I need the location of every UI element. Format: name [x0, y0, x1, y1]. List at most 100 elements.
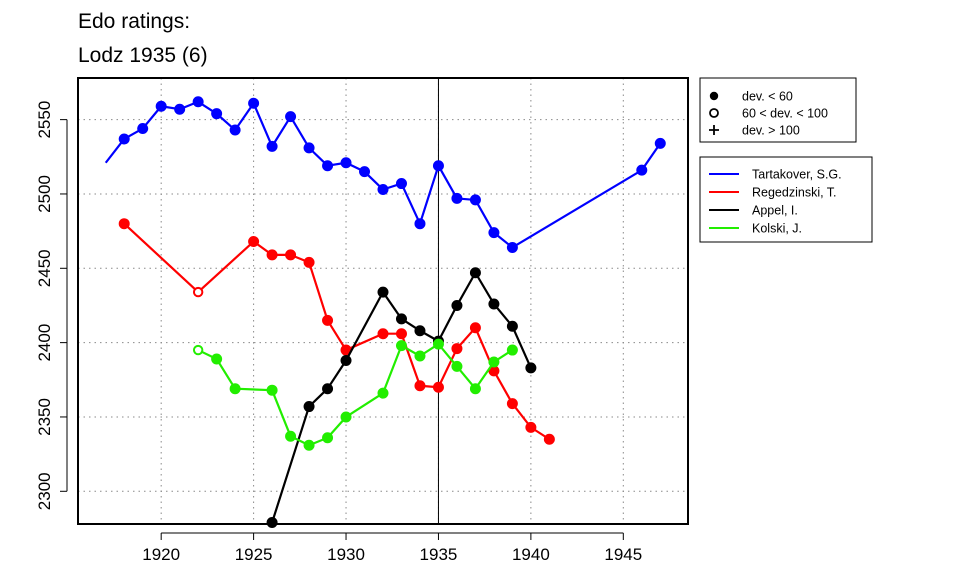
- series-2: [266, 267, 537, 529]
- data-point: [174, 103, 186, 115]
- y-tick-label: 2300: [35, 472, 54, 510]
- y-tick-label: 2500: [35, 175, 54, 213]
- data-point: [525, 421, 537, 433]
- x-tick-label: 1925: [235, 545, 273, 564]
- series-legend-label: Regedzinski, T.: [752, 186, 837, 200]
- data-point: [414, 218, 426, 230]
- data-point: [414, 325, 426, 337]
- data-point: [192, 286, 204, 298]
- data-point: [377, 286, 389, 298]
- data-point: [285, 111, 297, 123]
- data-point: [377, 387, 389, 399]
- marker-legend-symbol: [709, 91, 719, 101]
- data-point: [285, 430, 297, 442]
- data-point: [266, 517, 278, 529]
- marker-legend-label: dev. < 60: [742, 90, 793, 104]
- axes: 1920 1925 1930 1935 1940 1945 2300 2350 2400 2450…: [35, 101, 642, 564]
- data-point: [506, 344, 518, 356]
- x-tick-label: 1920: [142, 545, 180, 564]
- data-point: [469, 383, 481, 395]
- data-point: [137, 123, 149, 135]
- marker-legend: dev. < 60 60 < dev. < 100 dev. > 100: [699, 77, 857, 143]
- data-point: [377, 328, 389, 340]
- data-point: [266, 384, 278, 396]
- x-tick-label: 1935: [420, 545, 458, 564]
- data-point: [636, 164, 648, 176]
- data-point: [192, 344, 204, 356]
- data-point: [322, 314, 334, 326]
- series-legend-label: Kolski, J.: [752, 222, 802, 236]
- data-point: [377, 184, 389, 195]
- marker-legend-box: [699, 77, 857, 143]
- marker-legend-symbol: [709, 108, 719, 118]
- data-point: [469, 267, 481, 279]
- series-line: [123, 222, 550, 441]
- data-point: [322, 160, 334, 172]
- data-point: [451, 343, 463, 355]
- series-line: [197, 343, 513, 447]
- series-legend: Tartakover, S.G. Regedzinski, T. Appel, I.…: [699, 156, 873, 243]
- series-1: [118, 218, 555, 445]
- y-tick-label: 2350: [35, 398, 54, 436]
- series-line: [271, 271, 532, 523]
- marker-legend-symbol: [709, 125, 719, 135]
- data-point: [303, 256, 315, 268]
- data-point: [654, 137, 666, 149]
- marker-legend-label: 60 < dev. < 100: [742, 107, 828, 121]
- data-point: [266, 140, 278, 152]
- grid-lines: [78, 78, 688, 524]
- data-point: [469, 322, 481, 334]
- y-tick-label: 2450: [35, 249, 54, 287]
- data-point: [359, 166, 371, 178]
- data-point: [229, 383, 241, 395]
- data-point: [488, 227, 500, 239]
- data-point: [248, 97, 260, 109]
- data-point: [395, 328, 407, 340]
- data-point: [395, 340, 407, 352]
- data-point: [432, 338, 444, 350]
- data-point: [506, 241, 518, 253]
- data-point: [322, 432, 334, 444]
- series-line: [104, 100, 662, 249]
- y-tick-label: 2550: [35, 101, 54, 139]
- data-point: [211, 353, 223, 365]
- series-layer: [104, 96, 666, 529]
- series-3: [192, 338, 518, 451]
- data-point: [340, 157, 352, 169]
- data-point: [340, 411, 352, 423]
- data-point: [414, 380, 426, 392]
- data-point: [395, 178, 407, 190]
- x-tick-label: 1930: [327, 545, 365, 564]
- data-point: [192, 96, 204, 108]
- data-point: [248, 236, 260, 248]
- data-point: [118, 218, 130, 230]
- data-point: [488, 356, 500, 368]
- title-line-2: Lodz 1935 (6): [78, 44, 208, 67]
- x-tick-label: 1945: [604, 545, 642, 564]
- data-point: [506, 398, 518, 410]
- data-point: [285, 249, 297, 261]
- data-point: [414, 350, 426, 362]
- data-point: [155, 100, 167, 112]
- series-legend-label: Tartakover, S.G.: [752, 168, 842, 182]
- data-point: [395, 313, 407, 325]
- data-point: [340, 354, 352, 366]
- data-point: [266, 249, 278, 261]
- data-point: [118, 133, 130, 145]
- data-point: [211, 108, 223, 120]
- data-point: [303, 439, 315, 451]
- x-tick-label: 1940: [512, 545, 550, 564]
- data-point: [525, 362, 537, 374]
- data-point: [451, 360, 463, 372]
- data-point: [432, 160, 444, 172]
- data-point: [322, 383, 334, 395]
- data-point: [543, 433, 555, 445]
- marker-legend-label: dev. > 100: [742, 124, 800, 138]
- series-legend-label: Appel, I.: [752, 204, 798, 218]
- data-point: [506, 320, 518, 332]
- data-point: [432, 381, 444, 393]
- data-point: [451, 299, 463, 311]
- data-point: [303, 142, 315, 154]
- title-line-1: Edo ratings:: [78, 10, 190, 33]
